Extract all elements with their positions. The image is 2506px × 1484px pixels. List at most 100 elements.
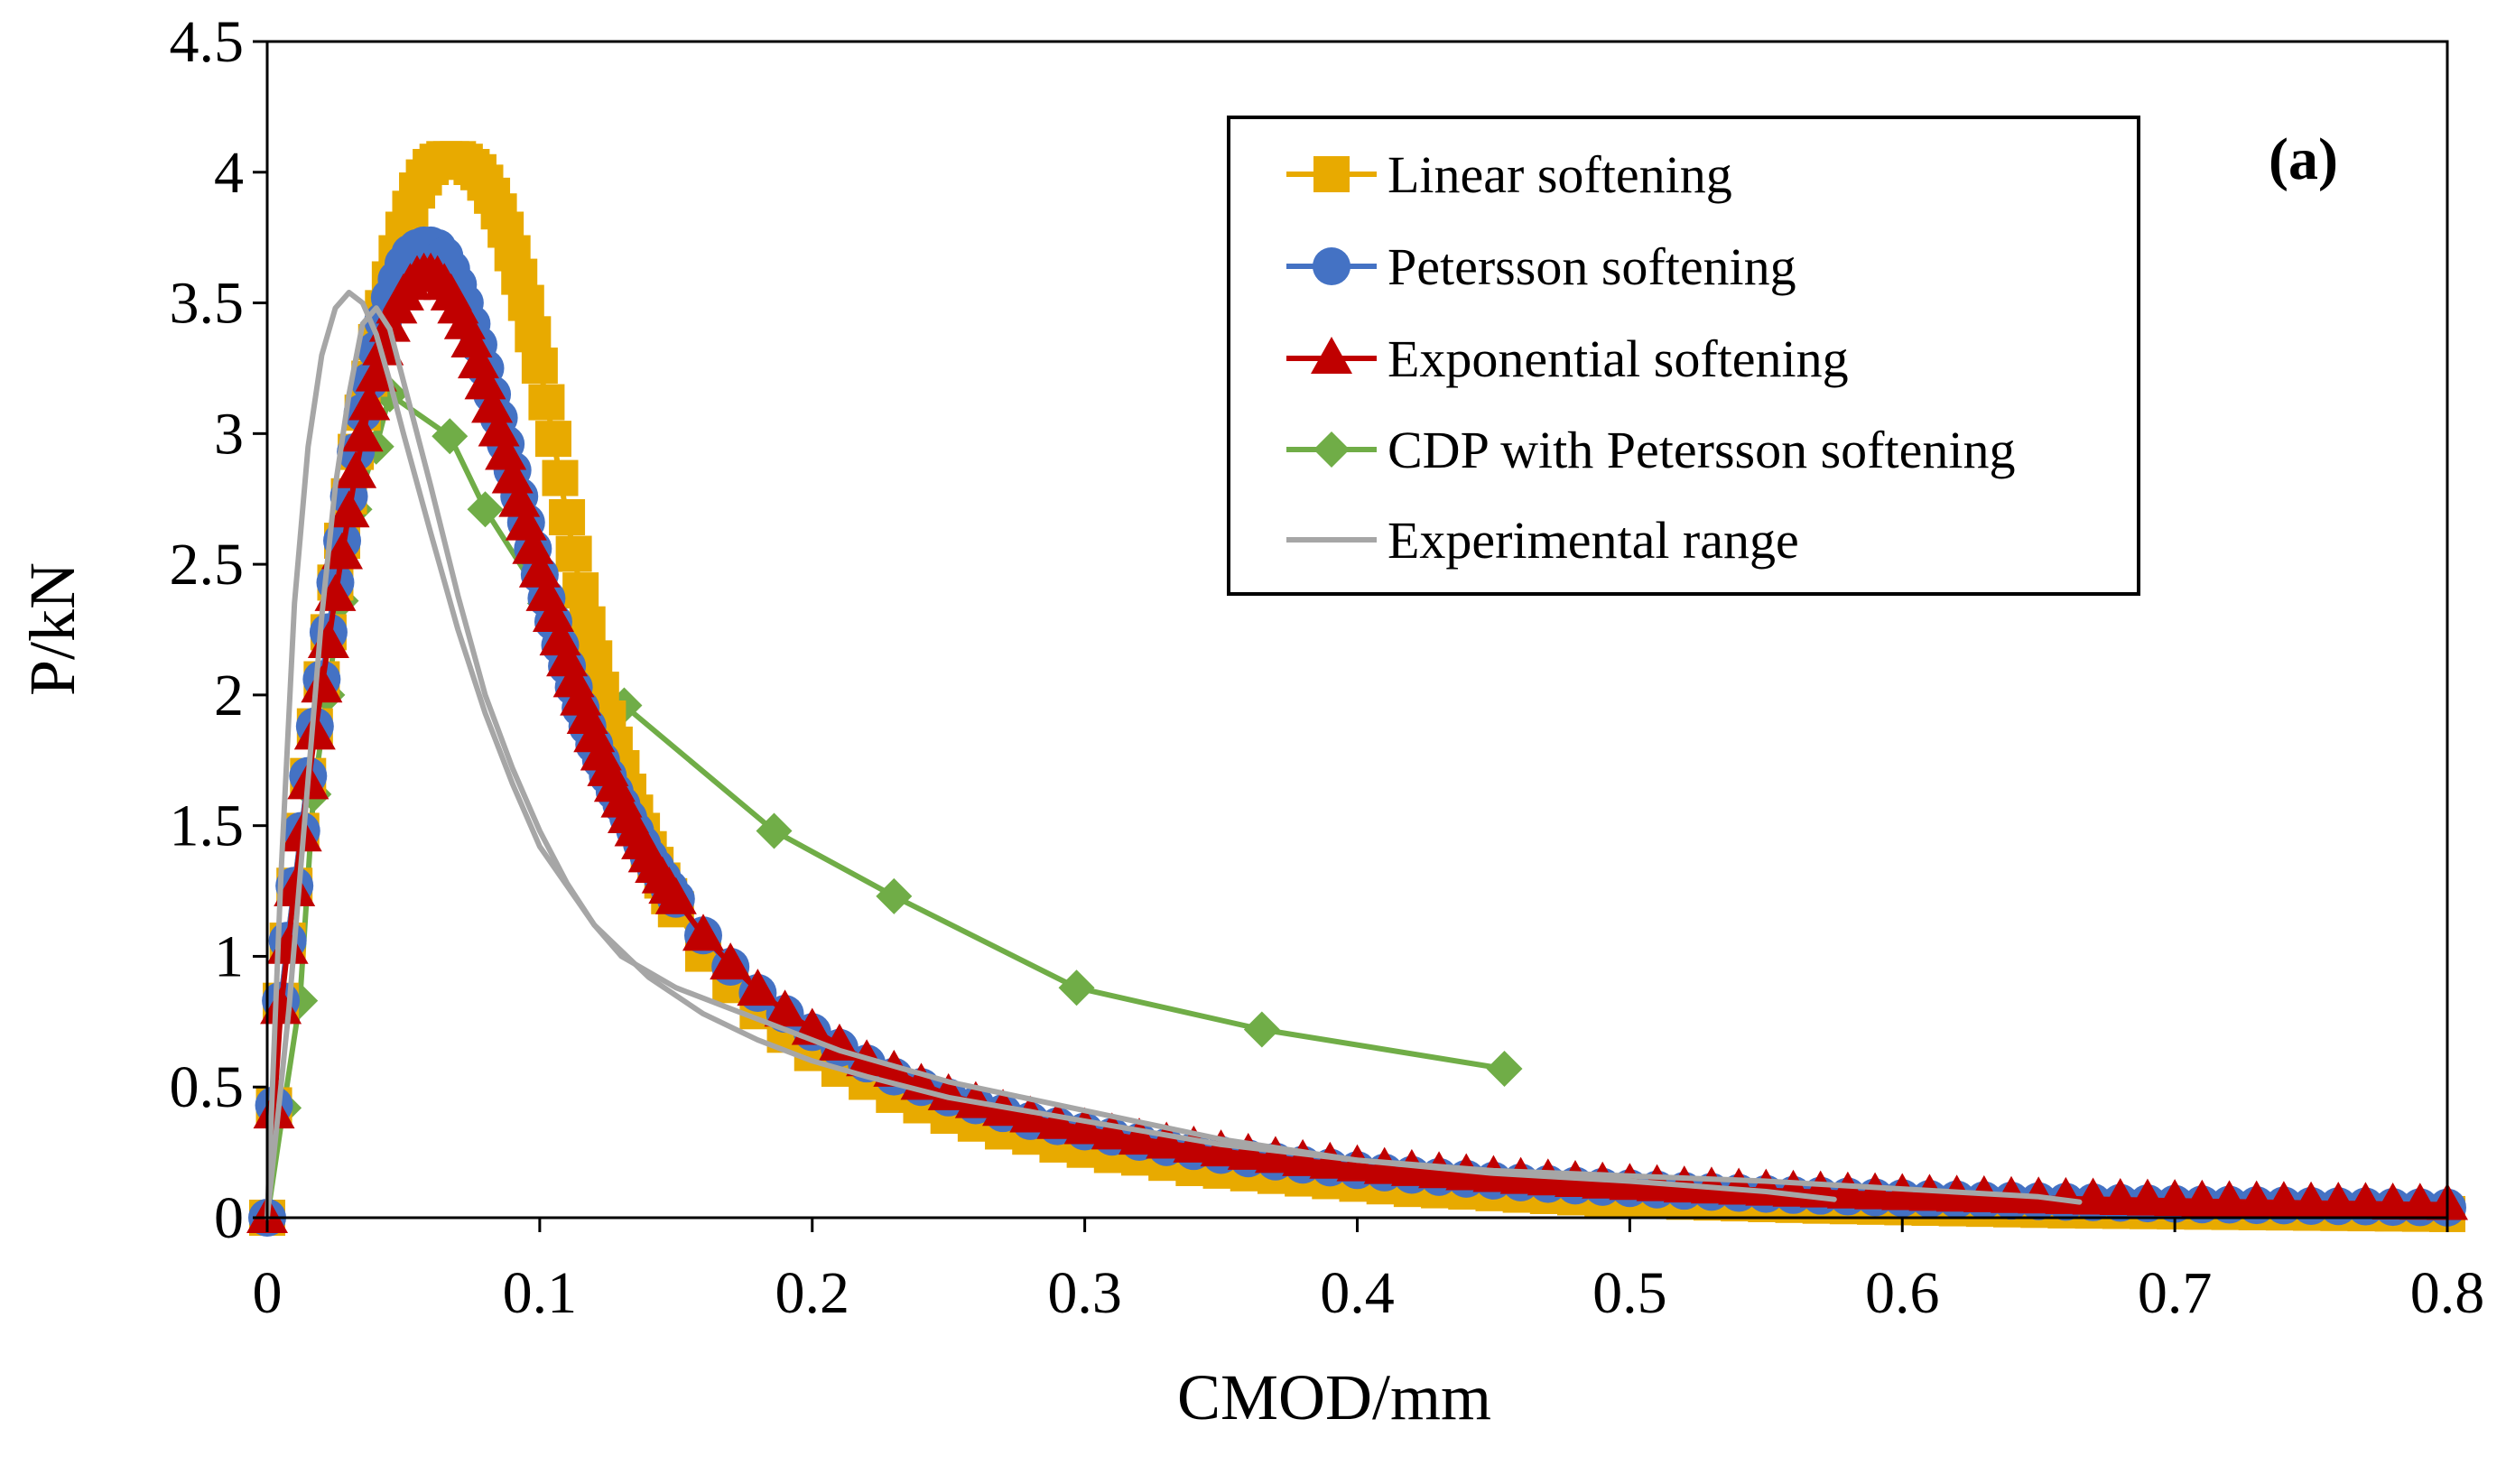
data-point [2181,1179,2223,1217]
data-point [1486,1050,1523,1087]
y-tick-label: 4 [214,140,244,206]
x-tick-label: 0.4 [1320,1260,1395,1326]
data-point [1254,1136,1296,1173]
data-point [491,456,534,494]
data-point [521,348,558,385]
data-point [710,942,752,980]
axes-layer: 0 0.1 0.2 0.3 0.4 0.5 0.6 0.7 0.8 0 0.5 1 1.5 2 2.5 3 3.… [170,9,2485,1326]
data-point [2371,1182,2414,1220]
data-point [505,503,547,541]
data-point [1243,1011,1280,1048]
series-experimental-range-lower- [265,305,1837,1220]
data-point [2235,1180,2278,1218]
y-tick-label: 4.5 [170,9,245,75]
y-tick-label: 3 [214,401,244,467]
legend-swatch-marker [1313,156,1350,192]
data-point [532,595,574,633]
data-point [2154,1179,2196,1217]
data-point [654,876,697,914]
data-point [562,572,599,609]
data-point [764,989,806,1027]
data-point [2072,1177,2114,1215]
data-point [1745,1168,1787,1206]
data-point [876,877,913,914]
legend-item: Petersson softening [1286,237,1796,296]
data-point [355,354,397,392]
data-point [274,869,316,907]
data-point [1091,1112,1133,1150]
data-point [1118,1118,1160,1155]
legend-label: Petersson softening [1388,237,1796,296]
data-point [293,712,336,750]
y-tick-label: 3.5 [170,271,245,337]
data-point [682,914,724,951]
x-tick-label: 0.8 [2410,1260,2485,1326]
data-point [756,812,793,849]
data-point [1036,1101,1079,1139]
data-point [471,385,514,423]
x-tick-label: 0.2 [775,1260,850,1326]
data-point [328,490,370,528]
legend-item: CDP with Petersson softening [1286,421,2015,479]
y-axis-title: P/kN [16,562,88,696]
panel-label: (a) [2269,126,2338,192]
data-point [555,535,592,572]
x-tick-label: 0 [253,1260,283,1326]
data-point [341,414,384,452]
series-line [265,305,1837,1220]
legend-label: Experimental range [1388,511,1799,570]
y-tick-label: 0.5 [170,1054,245,1120]
data-point [1718,1167,1760,1205]
data-point [1227,1132,1269,1170]
data-point [1200,1129,1242,1167]
data-point [260,987,302,1025]
legend: Linear softening Petersson softening Expon… [1227,116,2140,596]
data-point [362,328,404,366]
y-tick-label: 2 [214,663,244,728]
data-point [512,526,554,564]
data-point [1063,1107,1106,1145]
x-axis-title: CMOD/mm [1177,1361,1491,1433]
legend-item: Linear softening [1286,145,1732,204]
data-point [528,384,565,421]
series-layer [246,141,2468,1237]
data-point [485,432,527,470]
y-tick-label: 0 [214,1185,244,1251]
data-point [478,409,520,447]
data-point [2317,1182,2360,1220]
legend-item: Experimental range [1286,511,1799,570]
legend-box [1227,116,2140,596]
data-point [498,479,541,517]
y-tick-label: 2.5 [170,532,245,598]
data-point [2344,1182,2387,1220]
legend-label: Exponential softening [1388,329,1849,388]
data-point [1173,1125,1215,1163]
legend-swatch-marker [1313,431,1350,468]
data-point [2208,1180,2251,1218]
data-point [1854,1172,1897,1210]
data-point [348,383,391,421]
legend-label: CDP with Petersson softening [1388,421,2015,479]
data-point [1146,1121,1188,1159]
data-point [301,665,343,703]
data-point [432,418,469,455]
data-point [515,316,552,353]
data-point [1826,1171,1869,1209]
data-point [321,532,364,570]
x-tick-label: 0.5 [1592,1260,1667,1326]
data-point [2099,1178,2141,1216]
data-point [2262,1181,2305,1219]
data-point [2045,1176,2087,1214]
y-tick-label: 1 [214,923,244,989]
x-tick-label: 0.1 [503,1260,578,1326]
data-point [1282,1138,1324,1176]
data-point [2126,1178,2168,1216]
data-point [534,421,571,458]
legend-swatch-marker [1311,337,1352,374]
data-point [737,969,779,1006]
data-point [1309,1141,1351,1179]
data-point [542,459,579,496]
data-point [2290,1181,2333,1219]
data-point [1058,969,1095,1006]
